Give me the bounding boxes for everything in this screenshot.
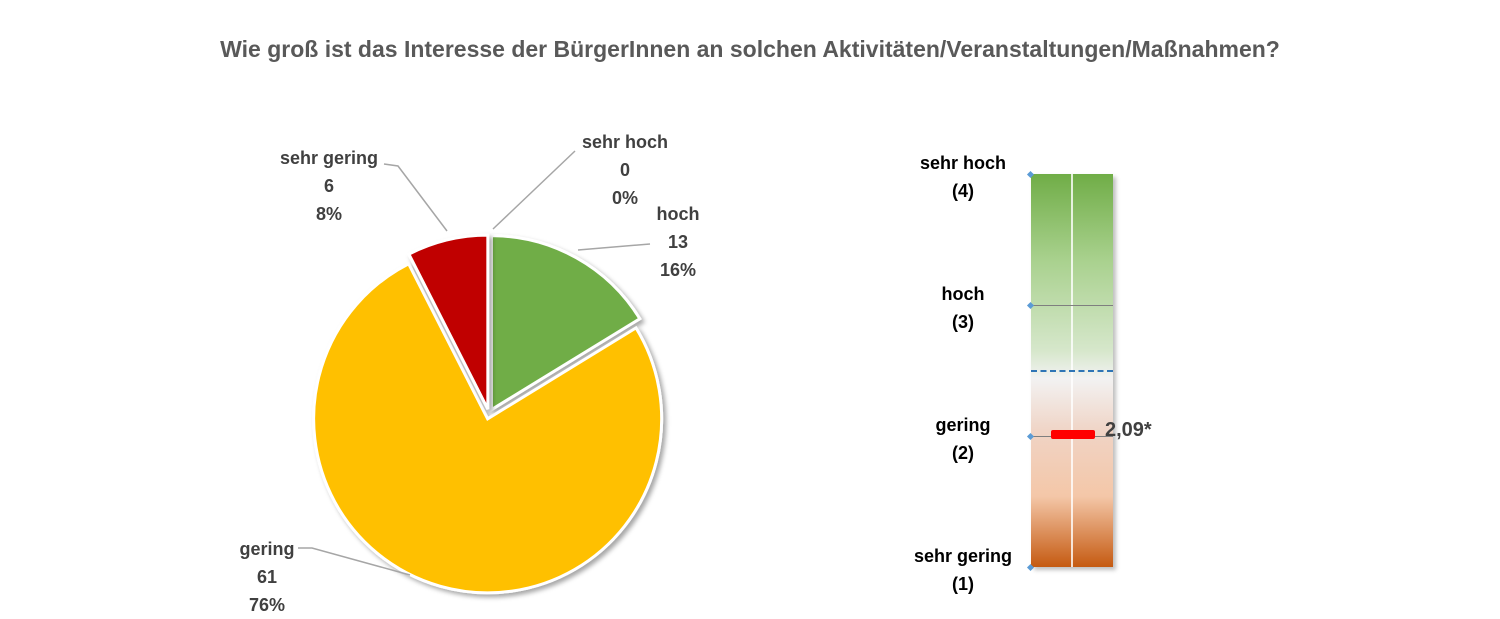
pie-label-gering-count: 61 xyxy=(257,567,277,587)
scale-label-sehr-gering: sehr gering (1) xyxy=(880,542,1046,598)
leader-line-sehr-gering xyxy=(383,163,448,232)
reference-dashed-line xyxy=(1031,369,1113,372)
pie-label-hoch-name: hoch xyxy=(657,204,700,224)
pie-slice-sehr-gering xyxy=(406,233,490,410)
scale-label-name: gering xyxy=(935,415,991,435)
scale-label-code: (2) xyxy=(952,443,974,463)
pie-label-hoch-percent: 16% xyxy=(660,260,696,280)
scale-label-code: (3) xyxy=(952,312,974,332)
leader-line-gering xyxy=(298,547,411,576)
pie-label-hoch-count: 13 xyxy=(668,232,688,252)
pie-label-sehr-hoch-count: 0 xyxy=(620,160,630,180)
mean-value-label: 2,09* xyxy=(1105,419,1152,442)
pie-label-gering-percent: 76% xyxy=(249,595,285,615)
leader-line-hoch xyxy=(577,243,651,251)
chart-title: Wie groß ist das Interesse der BürgerInn… xyxy=(220,36,1280,62)
pie-label-sehr-hoch-percent: 0% xyxy=(612,188,638,208)
pie-label-sehr-gering-count: 6 xyxy=(324,176,334,196)
pie-label-gering-name: gering xyxy=(239,539,294,559)
scale-label-name: sehr gering xyxy=(913,546,1013,566)
pie-label-sehr-hoch-name: sehr hoch xyxy=(582,132,668,152)
scale-label-name: hoch xyxy=(941,284,985,304)
pie-slice-gering xyxy=(312,261,664,595)
pie-label-sehr-gering-percent: 8% xyxy=(316,204,342,224)
scale-label-code: (1) xyxy=(952,574,974,594)
pie-slice-hoch xyxy=(489,234,642,413)
scale-label-hoch: hoch (3) xyxy=(880,280,1046,336)
pie-label-sehr-gering-name: sehr gering xyxy=(280,148,378,168)
scale-label-gering: gering (2) xyxy=(880,411,1046,467)
mean-marker xyxy=(1051,430,1095,440)
leader-line-sehr-hoch xyxy=(492,150,576,230)
scale-label-code: (4) xyxy=(952,181,974,201)
scale-label-sehr-hoch: sehr hoch (4) xyxy=(880,149,1046,205)
scale-label-name: sehr hoch xyxy=(919,153,1007,173)
scale-gridline-hoch xyxy=(1031,305,1113,306)
